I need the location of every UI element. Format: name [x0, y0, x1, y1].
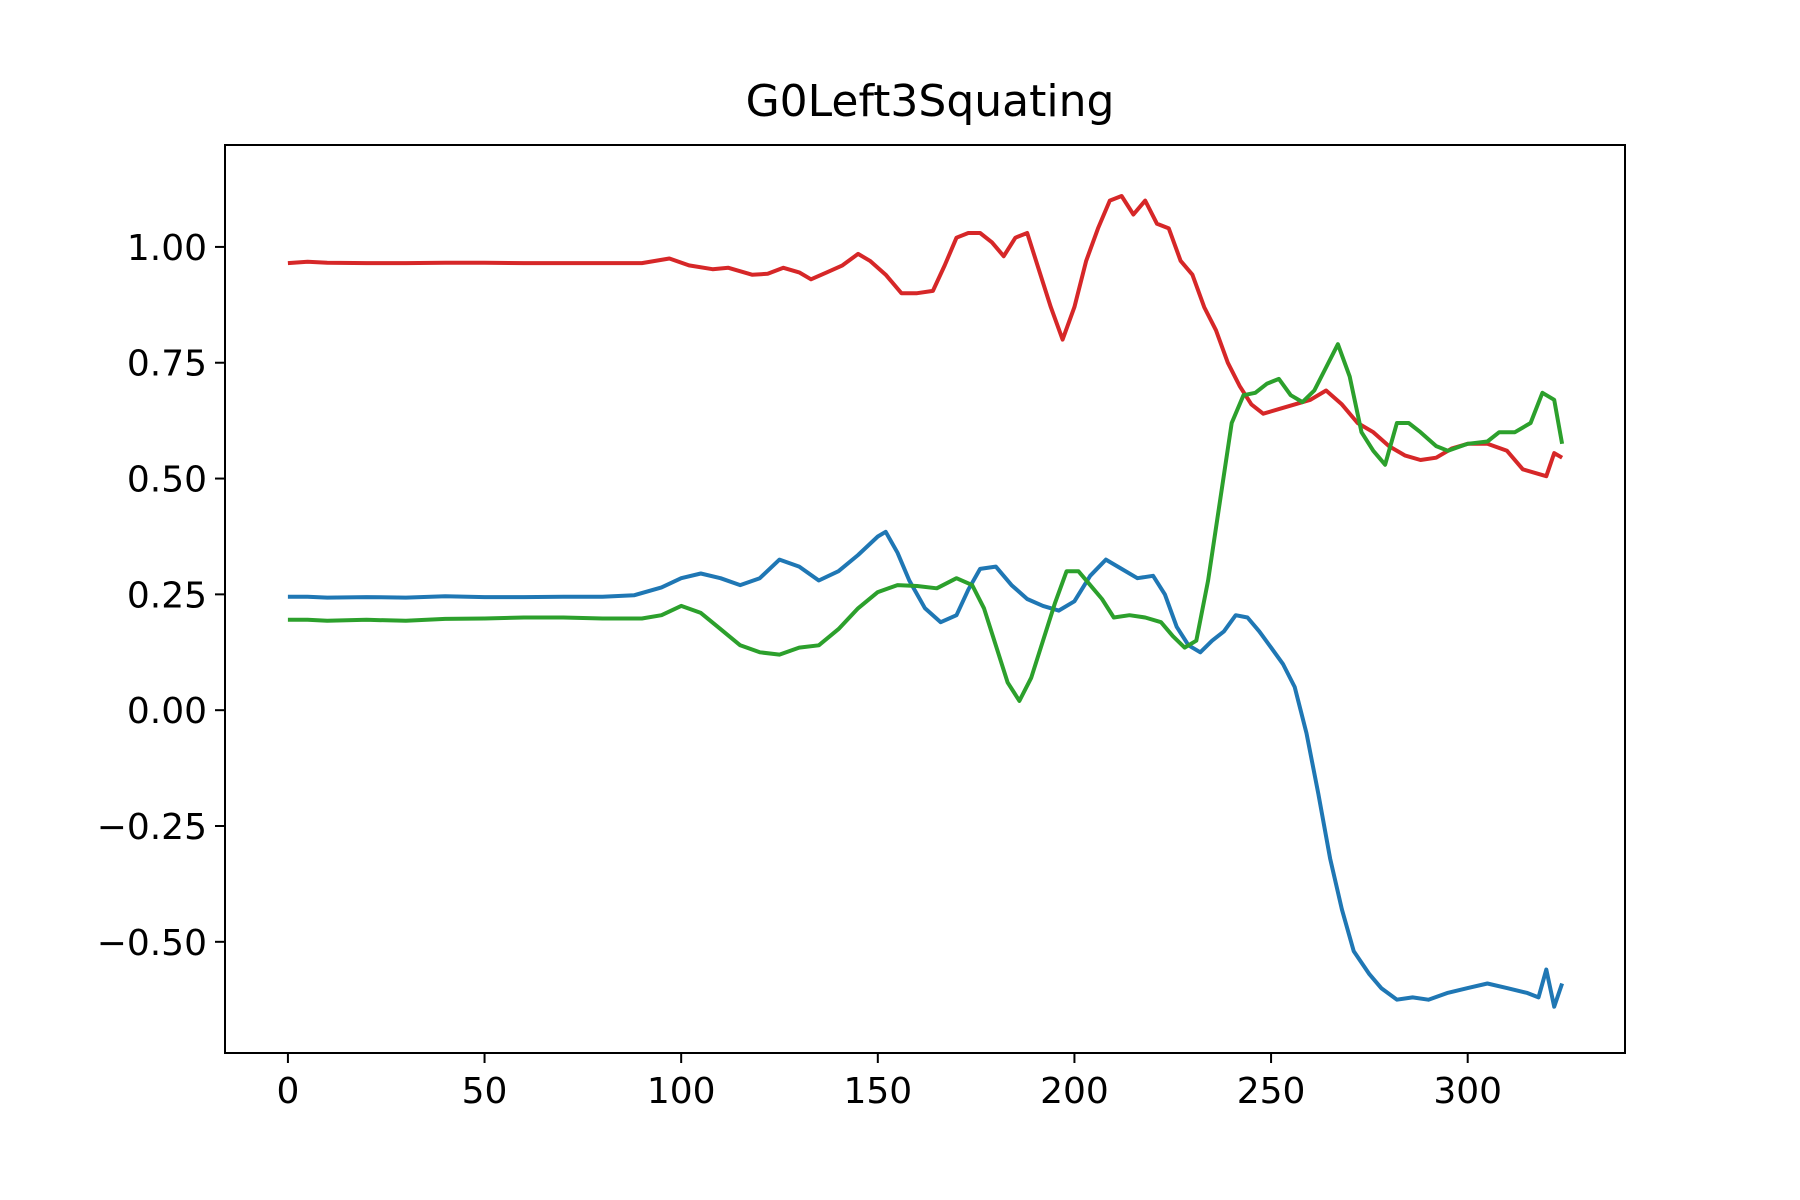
y-axis-ticks: −0.50 −0.25 0.00 0.25 0.50 0.75 1.00: [97, 228, 225, 964]
x-tick-label: 250: [1237, 1071, 1306, 1112]
chart-title: G0Left3Squating: [746, 76, 1115, 127]
series-layer: [287, 194, 1565, 1009]
x-tick-label: 0: [276, 1071, 299, 1112]
series-line-2: [287, 194, 1564, 479]
y-tick-label: 0.25: [127, 575, 207, 616]
x-tick-label: 100: [647, 1071, 716, 1112]
x-tick-label: 50: [462, 1071, 508, 1112]
y-tick-label: −0.25: [97, 807, 207, 848]
y-tick-label: 0.00: [127, 691, 207, 732]
series-line-3: [287, 342, 1565, 703]
x-tick-label: 150: [843, 1071, 912, 1112]
x-axis-ticks: 0 50 100 150 200 250 300: [276, 1053, 1502, 1112]
plot-area-frame: [224, 144, 1626, 1054]
y-tick-label: 0.75: [127, 344, 207, 385]
x-tick-label: 300: [1433, 1071, 1502, 1112]
y-tick-label: −0.50: [97, 923, 207, 964]
y-tick-label: 0.50: [127, 460, 207, 501]
x-tick-label: 200: [1040, 1071, 1109, 1112]
y-tick-label: 1.00: [127, 228, 207, 269]
series-line-1: [287, 529, 1564, 1009]
